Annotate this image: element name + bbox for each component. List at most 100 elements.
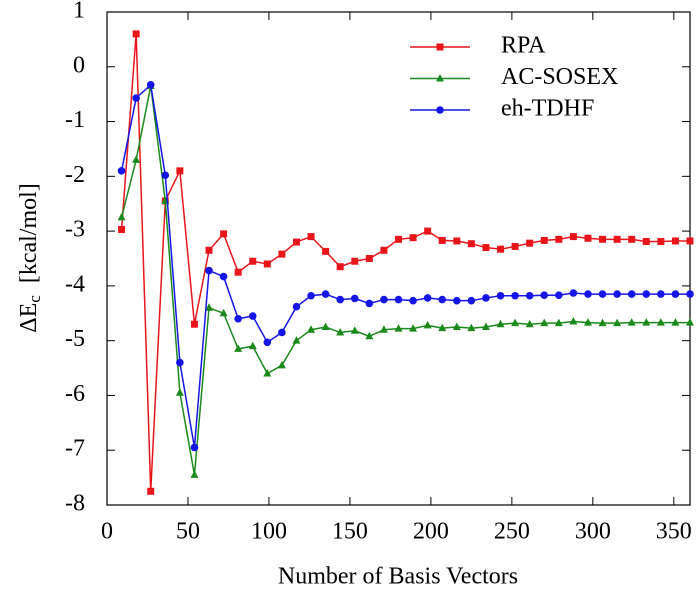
marker bbox=[307, 233, 315, 241]
x-tick-label: 300 bbox=[575, 519, 611, 545]
marker bbox=[423, 294, 432, 302]
marker bbox=[132, 94, 140, 102]
marker bbox=[525, 319, 534, 328]
marker bbox=[278, 250, 286, 258]
marker bbox=[234, 314, 242, 323]
marker bbox=[599, 235, 607, 243]
marker bbox=[248, 312, 257, 320]
marker bbox=[336, 327, 345, 336]
marker bbox=[540, 318, 549, 327]
marker bbox=[642, 238, 650, 246]
marker bbox=[671, 237, 679, 245]
marker bbox=[350, 326, 359, 334]
y-label-unit: [kcal/mol] bbox=[16, 183, 42, 283]
marker bbox=[321, 322, 330, 330]
marker bbox=[628, 235, 636, 243]
x-axis-label: Number of Basis Vectors bbox=[278, 564, 518, 590]
x-tick-label: 350 bbox=[656, 519, 692, 545]
plot-frame bbox=[106, 11, 691, 506]
y-tick-label: -8 bbox=[65, 491, 85, 517]
marker bbox=[190, 443, 199, 452]
marker bbox=[657, 238, 665, 246]
marker bbox=[322, 247, 330, 255]
marker bbox=[555, 291, 563, 300]
marker bbox=[511, 242, 519, 250]
marker bbox=[351, 257, 359, 265]
y-tick-label: -7 bbox=[65, 436, 85, 462]
marker bbox=[307, 325, 316, 333]
marker bbox=[394, 324, 403, 332]
marker bbox=[205, 266, 213, 275]
marker bbox=[496, 319, 505, 328]
series-line bbox=[120, 85, 690, 476]
marker bbox=[438, 295, 447, 304]
x-tick-label: 50 bbox=[176, 519, 200, 545]
marker bbox=[190, 470, 199, 478]
marker bbox=[175, 388, 184, 396]
y-tick-label: 0 bbox=[73, 52, 85, 78]
marker bbox=[219, 308, 228, 317]
legend-label: AC-SOSEX bbox=[501, 64, 618, 90]
marker bbox=[467, 296, 476, 305]
marker bbox=[278, 328, 286, 337]
marker bbox=[146, 81, 155, 89]
marker bbox=[365, 255, 373, 262]
marker bbox=[598, 318, 607, 327]
y-tick-label: -4 bbox=[65, 271, 85, 297]
marker bbox=[263, 260, 271, 268]
marker bbox=[307, 291, 315, 300]
x-tick-label: 100 bbox=[251, 519, 287, 545]
marker bbox=[176, 358, 184, 367]
marker bbox=[365, 331, 374, 340]
marker bbox=[467, 240, 475, 248]
marker bbox=[656, 318, 665, 326]
marker bbox=[481, 322, 490, 330]
marker bbox=[380, 246, 388, 254]
marker bbox=[424, 227, 432, 235]
x-tick-label: 0 bbox=[101, 519, 113, 545]
marker bbox=[365, 299, 374, 308]
marker bbox=[118, 225, 126, 233]
marker bbox=[569, 316, 578, 325]
marker bbox=[452, 322, 461, 330]
legend-label: eh-TDHF bbox=[501, 96, 594, 122]
marker bbox=[277, 360, 286, 369]
marker bbox=[671, 290, 680, 298]
marker bbox=[117, 212, 126, 221]
marker bbox=[234, 268, 242, 276]
marker bbox=[657, 290, 665, 298]
marker bbox=[132, 30, 140, 38]
marker bbox=[394, 295, 403, 304]
marker bbox=[176, 167, 184, 175]
marker bbox=[409, 324, 418, 332]
marker bbox=[642, 318, 651, 326]
marker bbox=[336, 295, 345, 304]
marker bbox=[409, 234, 417, 242]
marker bbox=[686, 290, 694, 298]
marker bbox=[117, 167, 126, 175]
marker bbox=[497, 245, 505, 253]
legend-marker bbox=[436, 106, 444, 114]
x-tick-label: 250 bbox=[494, 519, 530, 545]
y-label-main: ΔE bbox=[16, 303, 42, 333]
marker bbox=[627, 290, 636, 298]
marker bbox=[569, 289, 578, 297]
marker bbox=[438, 236, 446, 244]
marker bbox=[234, 344, 243, 352]
marker bbox=[292, 336, 301, 344]
marker bbox=[511, 291, 519, 300]
marker bbox=[292, 302, 301, 311]
marker bbox=[540, 291, 549, 300]
marker bbox=[395, 235, 402, 243]
x-tick-label: 200 bbox=[413, 519, 449, 545]
marker bbox=[190, 320, 198, 328]
marker bbox=[584, 290, 592, 298]
marker bbox=[642, 290, 651, 298]
marker bbox=[671, 318, 680, 326]
marker bbox=[613, 235, 621, 243]
marker bbox=[525, 291, 534, 300]
marker bbox=[613, 290, 621, 298]
marker bbox=[409, 296, 417, 305]
y-tick-label: -5 bbox=[65, 326, 85, 352]
marker bbox=[220, 230, 228, 238]
